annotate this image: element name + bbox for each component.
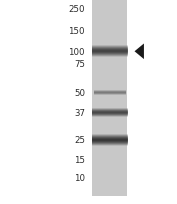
Text: 250: 250 — [68, 5, 85, 14]
Text: 100: 100 — [68, 48, 85, 57]
Text: 10: 10 — [74, 173, 85, 182]
Text: 50: 50 — [74, 88, 85, 97]
Text: 37: 37 — [74, 109, 85, 118]
FancyBboxPatch shape — [92, 1, 127, 196]
Polygon shape — [135, 44, 144, 60]
Text: 75: 75 — [74, 60, 85, 69]
Text: 25: 25 — [74, 135, 85, 144]
Text: 150: 150 — [68, 27, 85, 36]
Text: 15: 15 — [74, 156, 85, 165]
